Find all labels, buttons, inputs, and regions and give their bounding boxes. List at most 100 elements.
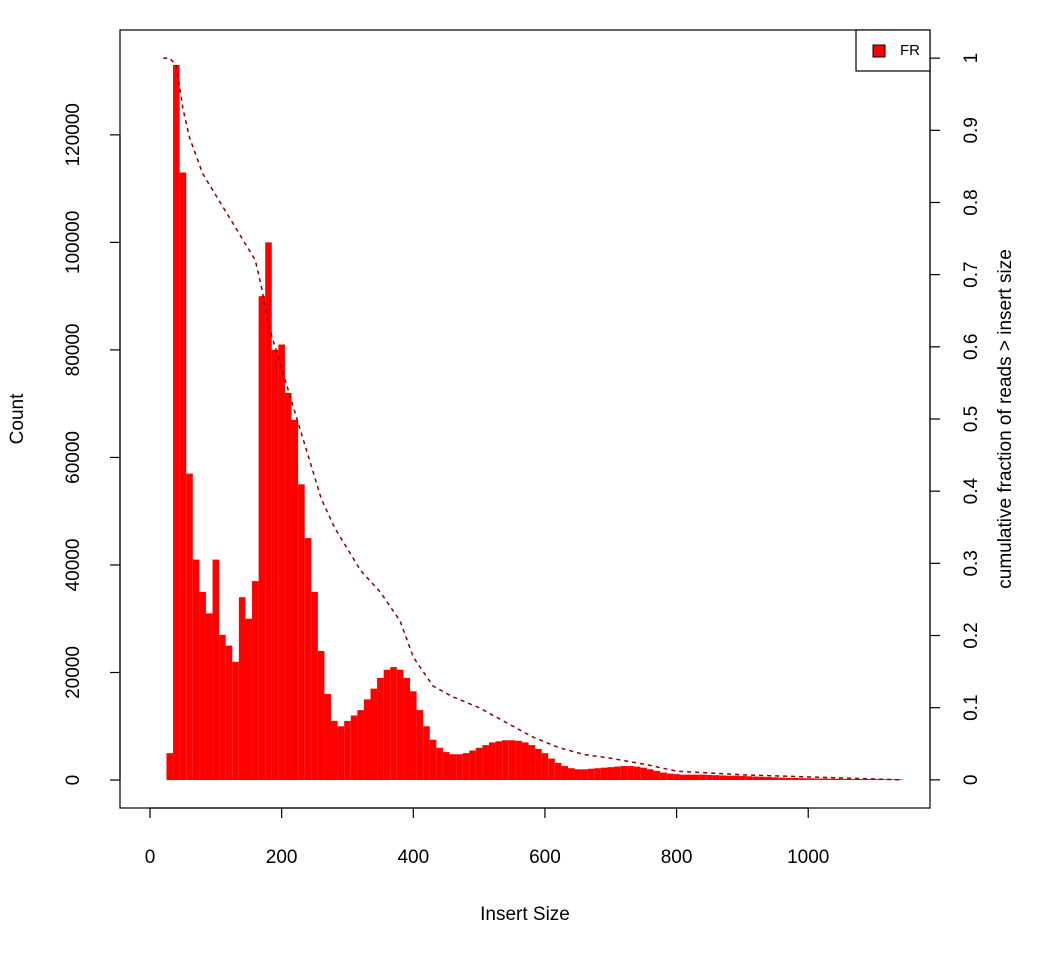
y-tick-label: 100000	[63, 211, 84, 274]
bar	[245, 618, 253, 781]
bar	[396, 669, 404, 781]
bar	[752, 776, 759, 781]
y2-tick-label: 0.9	[961, 117, 982, 143]
bar	[515, 740, 522, 781]
y-tick-label: 40000	[63, 539, 84, 592]
bar	[410, 691, 417, 781]
bar	[363, 699, 371, 781]
bar	[785, 777, 792, 781]
y2-tick-label: 0.4	[961, 478, 982, 505]
y-axis-label: Count	[7, 393, 28, 444]
bar	[561, 766, 568, 781]
bar	[199, 591, 206, 781]
y2-tick-label: 0.6	[961, 334, 982, 360]
bar	[679, 774, 687, 781]
bar	[324, 694, 332, 781]
bar	[706, 774, 713, 781]
bar	[693, 774, 700, 781]
bar	[554, 762, 562, 781]
bar	[798, 778, 805, 781]
bar	[804, 778, 815, 781]
bar	[469, 750, 476, 781]
bar	[646, 769, 654, 781]
bar	[278, 344, 285, 781]
bar	[423, 726, 430, 781]
bar	[337, 726, 345, 781]
bar	[166, 753, 174, 781]
bar	[284, 392, 292, 781]
bar	[225, 645, 233, 781]
bar	[686, 774, 694, 781]
y-tick-label: 60000	[63, 431, 84, 484]
bar	[192, 559, 200, 781]
bar	[666, 773, 674, 781]
bar	[521, 742, 529, 781]
bar	[331, 720, 338, 781]
bar	[725, 775, 733, 781]
y2-tick-label: 0	[961, 775, 982, 786]
bar	[633, 766, 641, 781]
bar	[462, 753, 470, 781]
bar	[344, 720, 351, 781]
bar	[587, 768, 595, 781]
bar	[745, 776, 753, 781]
x-tick-label: 800	[661, 847, 693, 868]
y-tick-label: 80000	[63, 323, 84, 376]
legend-box	[855, 29, 931, 72]
bar	[548, 758, 555, 781]
bar	[791, 777, 799, 781]
y2-tick-label: 1	[961, 53, 982, 64]
bar	[350, 715, 358, 781]
y2-tick-label: 0.8	[961, 189, 982, 215]
bar	[574, 769, 582, 781]
bar	[772, 777, 779, 781]
bar	[449, 754, 457, 781]
bar	[232, 661, 239, 781]
bar	[581, 769, 588, 781]
bar	[298, 484, 305, 781]
bar	[442, 752, 450, 781]
bar	[732, 775, 740, 781]
bar	[212, 559, 220, 781]
bar	[567, 768, 575, 781]
y2-tick-label: 0.7	[961, 261, 982, 287]
bar	[541, 753, 549, 781]
bar	[535, 748, 542, 781]
bar	[403, 677, 411, 781]
y2-tick-label: 0.1	[961, 694, 982, 720]
bar	[219, 634, 226, 781]
bar	[205, 613, 213, 781]
y2-tick-label: 0.2	[961, 622, 982, 648]
y2-tick-label: 0.5	[961, 406, 982, 432]
bar	[594, 768, 601, 781]
bar	[456, 754, 463, 781]
bar	[854, 778, 868, 781]
bar	[607, 767, 615, 781]
bar	[614, 766, 621, 781]
bar	[173, 64, 180, 781]
bar	[304, 538, 312, 781]
y2-tick-label: 0.3	[961, 550, 982, 576]
bar	[265, 242, 272, 781]
y-tick-label: 0	[63, 775, 84, 786]
bar	[475, 747, 483, 781]
bar	[627, 766, 634, 781]
bar	[252, 581, 259, 781]
bar	[258, 296, 266, 781]
bar	[712, 775, 720, 781]
bar	[814, 778, 828, 781]
bar	[317, 651, 325, 781]
y-tick-label: 120000	[63, 103, 84, 166]
x-tick-label: 1000	[787, 847, 829, 868]
bar	[291, 419, 299, 781]
bar	[238, 597, 246, 781]
bar	[640, 767, 647, 781]
bar	[765, 777, 773, 781]
bar	[311, 591, 318, 781]
bar	[841, 778, 855, 781]
bar	[673, 774, 680, 781]
bar	[660, 772, 667, 781]
bar	[186, 473, 193, 781]
